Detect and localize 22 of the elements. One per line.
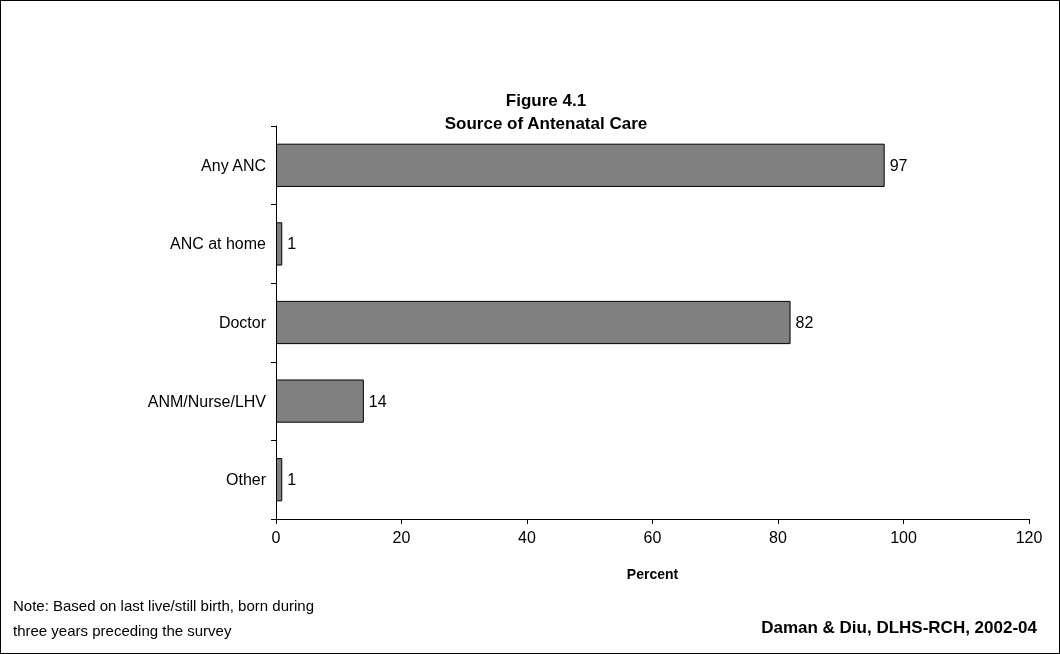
chart-subtitle: Source of Antenatal Care — [444, 114, 648, 133]
x-tick-label: 100 — [890, 528, 917, 546]
x-axis-title: Percent — [626, 566, 679, 582]
chart-title: Figure 4.1 — [505, 91, 587, 110]
y-tick-label: Any ANC — [201, 156, 266, 174]
x-tick-label: 40 — [518, 528, 536, 546]
x-tick-label: 60 — [643, 528, 662, 546]
x-tick-label: 80 — [769, 528, 787, 546]
data-label: 14 — [368, 392, 387, 410]
data-label: 97 — [889, 156, 908, 174]
text: Daman & Diu, DLHS-RCH, 2002-04 — [761, 618, 1038, 637]
y-tick-label: ANC at home — [169, 235, 267, 253]
x-tick-label: 20 — [392, 528, 411, 546]
y-tick-label: Other — [225, 471, 267, 489]
x-tick-label: 120 — [1015, 528, 1043, 546]
data-label: 1 — [287, 471, 297, 489]
data-label: 82 — [795, 314, 814, 331]
x-tick-label: 0 — [271, 528, 281, 546]
y-tick-label: Doctor — [218, 314, 267, 331]
text: Note: Based on last live/still birth, born during three years preceding the survey — [13, 597, 314, 639]
y-tick-label: ANM/Nurse/LHV — [147, 392, 267, 410]
data-label: 1 — [287, 235, 297, 253]
